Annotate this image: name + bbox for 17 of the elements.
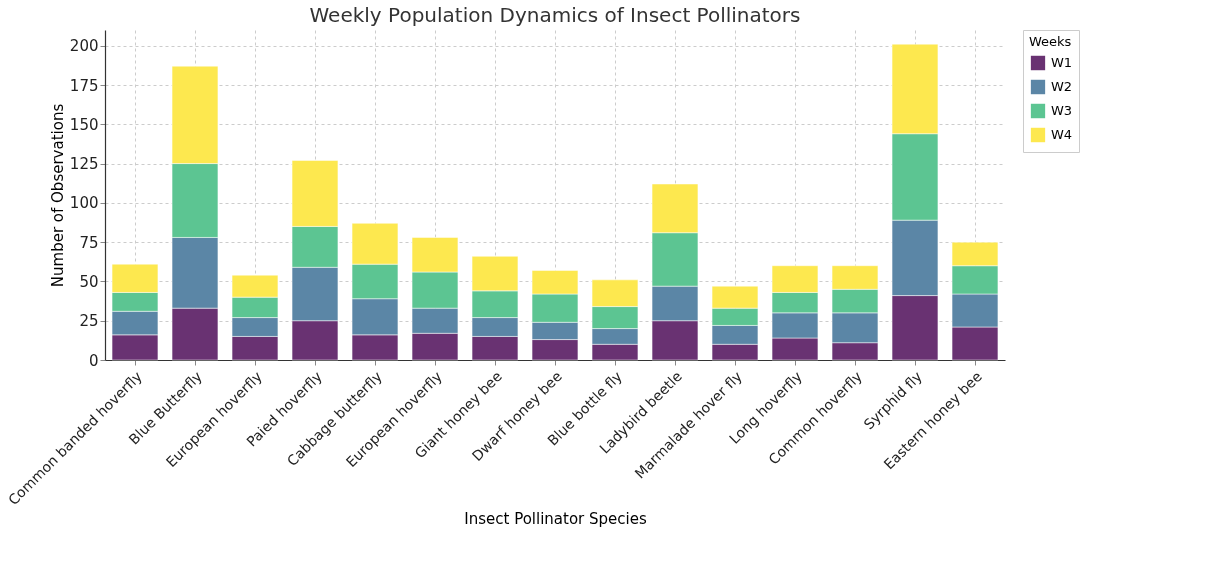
y-tick-label: 150 (69, 115, 99, 134)
y-tick-label: 125 (69, 155, 99, 174)
y-tick-label: 50 (79, 272, 99, 291)
y-tick-label: 0 (88, 351, 99, 370)
y-tick-label: 175 (69, 76, 99, 95)
legend-label: W2 (1051, 79, 1073, 94)
y-tick-label: 75 (79, 233, 99, 252)
y-tick-label: 25 (79, 312, 99, 331)
x-axis-title: Insect Pollinator Species (464, 510, 647, 529)
y-axis-title: Number of Observations (48, 103, 67, 288)
y-tick-label: 100 (69, 194, 99, 213)
y-tick-label: 200 (69, 37, 99, 56)
chart-title: Weekly Population Dynamics of Insect Pollinators (309, 2, 801, 27)
legend-label: W1 (1051, 55, 1073, 70)
legend-label: W4 (1051, 127, 1073, 142)
legend-title: Weeks (1029, 34, 1072, 49)
legend-label: W3 (1051, 103, 1073, 118)
